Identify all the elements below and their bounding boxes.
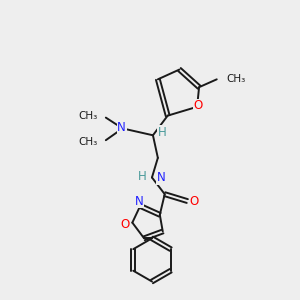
Text: O: O <box>194 99 203 112</box>
Text: CH₃: CH₃ <box>226 74 246 84</box>
Text: H: H <box>138 170 147 183</box>
Text: O: O <box>190 194 199 208</box>
Text: CH₃: CH₃ <box>79 137 98 147</box>
Text: CH₃: CH₃ <box>79 111 98 121</box>
Text: N: N <box>117 121 126 134</box>
Text: H: H <box>158 126 166 139</box>
Text: O: O <box>121 218 130 231</box>
Text: N: N <box>135 194 144 208</box>
Text: N: N <box>157 171 166 184</box>
